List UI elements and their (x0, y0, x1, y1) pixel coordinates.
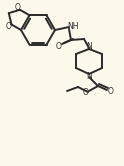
Text: N: N (86, 42, 92, 50)
Text: O: O (15, 3, 20, 12)
Text: O: O (83, 87, 88, 96)
Text: O: O (56, 42, 61, 50)
Text: O: O (6, 22, 12, 31)
Text: N: N (86, 72, 92, 81)
Text: NH: NH (67, 22, 79, 31)
Text: O: O (108, 86, 114, 95)
